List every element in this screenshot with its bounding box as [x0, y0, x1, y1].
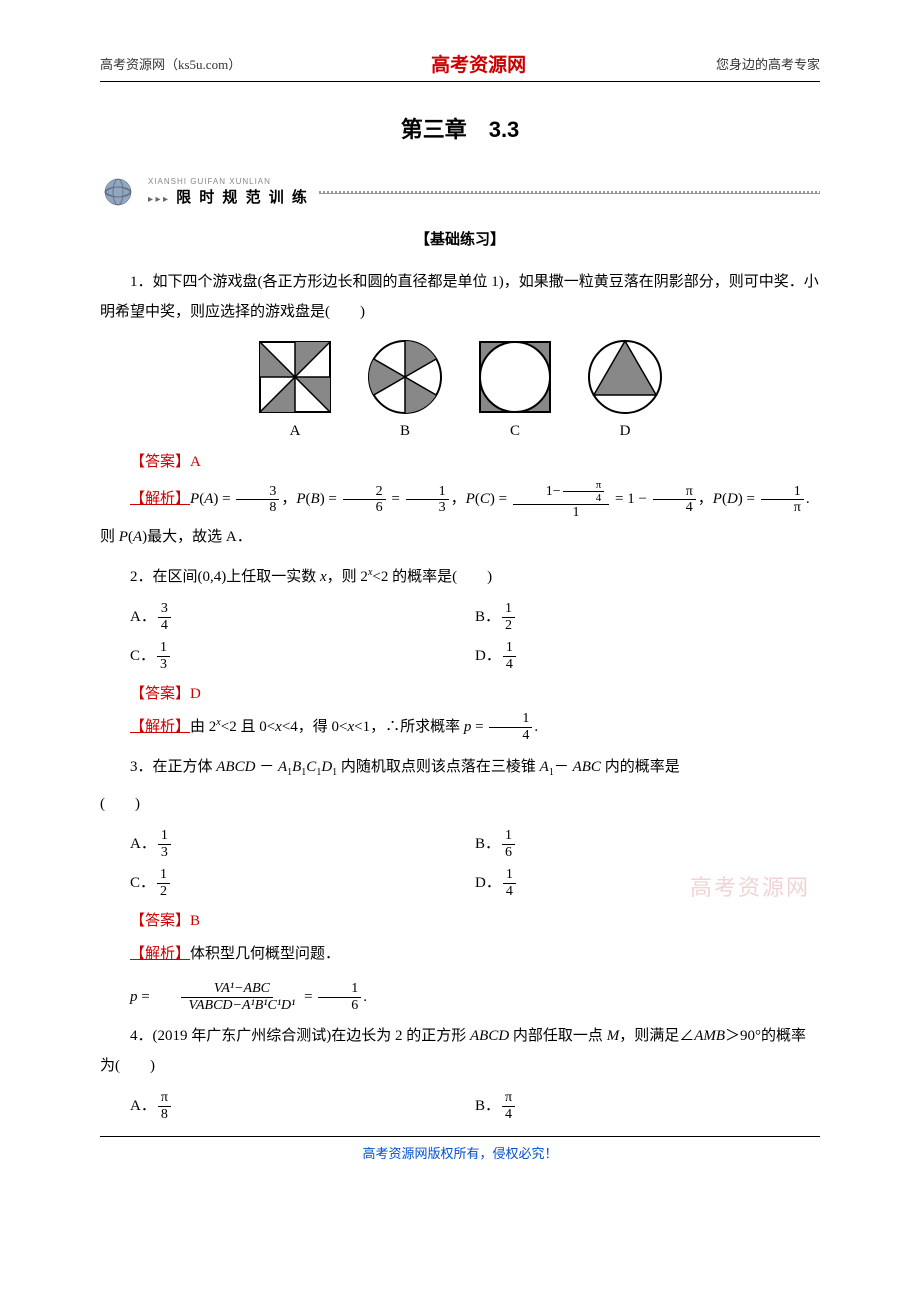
frac-num: 1	[503, 867, 516, 883]
q1-image-b: B	[365, 337, 445, 440]
diagram-c-icon	[475, 337, 555, 417]
q3-option-a: A．13	[130, 825, 475, 864]
opt-label: C．	[130, 637, 155, 676]
frac-num: 1	[158, 828, 171, 844]
opt-label: B．	[475, 825, 500, 864]
q1-label-d: D	[620, 423, 631, 440]
diagram-b-icon	[365, 337, 445, 417]
q3-paren: ( )	[100, 789, 820, 819]
q3-analysis: 【解析】体积型几何概型问题．	[100, 938, 820, 971]
q4-option-a: A．π8	[130, 1087, 475, 1126]
q1-label-b: B	[400, 423, 410, 440]
banner-title: 限 时 规 范 训 练	[176, 189, 309, 206]
opt-label: A．	[130, 598, 156, 637]
analysis-label: 【解析】	[130, 491, 190, 507]
diagram-a-icon	[255, 337, 335, 417]
q3-option-c: C．12	[130, 864, 475, 903]
frac-num: 1	[318, 981, 361, 997]
opt-label: A．	[130, 825, 156, 864]
header-left: 高考资源网（ks5u.com）	[100, 54, 241, 73]
frac-num: 1	[157, 867, 170, 883]
q3-options: A．13 B．16 C．12 D．14	[130, 825, 820, 903]
q4-text: 4．(2019 年广东广州综合测试)在边长为 2 的正方形 ABCD 内部任取一…	[100, 1021, 820, 1081]
q1-images: A B C	[100, 337, 820, 440]
banner-text: XIANSHI GUIFAN XUNLIAN ▸ ▸ ▸ 限 时 规 范 训 练	[148, 177, 309, 207]
analysis-label: 【解析】	[130, 719, 190, 735]
header-center-logo: 高考资源网	[431, 50, 526, 77]
frac-num: 1	[502, 601, 515, 617]
opt-label: D．	[475, 864, 501, 903]
header-right: 您身边的高考专家	[716, 54, 820, 73]
chapter-title: 第三章 3.3	[100, 112, 820, 144]
frac-den: 2	[157, 884, 170, 899]
frac-den: 4	[489, 728, 532, 743]
eq: =	[300, 989, 316, 1005]
q1-analysis: 【解析】P(A) = 38，P(B) = 26 = 13，P(C) = 1−π4…	[100, 479, 820, 554]
subsection-title: 【基础练习】	[100, 228, 820, 249]
banner-title-row: ▸ ▸ ▸ 限 时 规 范 训 练	[148, 186, 309, 207]
q1-text: 1．如下四个游戏盘(各正方形边长和圆的直径都是单位 1)，如果撒一粒黄豆落在阴影…	[100, 267, 820, 327]
q2-answer: 【答案】D	[100, 682, 820, 703]
page-footer: 高考资源网版权所有，侵权必究！	[100, 1136, 820, 1162]
q3-option-b: B．16	[475, 825, 820, 864]
frac-den: 4	[503, 657, 516, 672]
frac-den: 6	[318, 998, 361, 1013]
frac-num: 3	[158, 601, 171, 617]
analysis-body: 体积型几何概型问题．	[190, 946, 340, 962]
q2-analysis: 【解析】由 2x<2 且 0<x<4，得 0<x<1，∴所求概率 p = 14.	[100, 711, 820, 744]
banner-line	[319, 191, 820, 194]
diagram-d-icon	[585, 337, 665, 417]
frac-num: 1	[502, 828, 515, 844]
opt-label: D．	[475, 637, 501, 676]
frac-num: π	[158, 1090, 171, 1106]
q1-label-a: A	[290, 423, 301, 440]
frac-den: 6	[502, 845, 515, 860]
opt-label: B．	[475, 598, 500, 637]
frac-den: 3	[157, 657, 170, 672]
q4-option-b: B．π4	[475, 1087, 820, 1126]
frac-num: π	[502, 1090, 515, 1106]
opt-label: C．	[130, 864, 155, 903]
q2-option-c: C．13	[130, 637, 475, 676]
opt-label: B．	[475, 1087, 500, 1126]
q1-answer: 【答案】A	[100, 450, 820, 471]
frac-den: VABCD−A¹B¹C¹D¹	[155, 998, 298, 1013]
q1-image-d: D	[585, 337, 665, 440]
tail: .	[534, 719, 538, 735]
q2-text: 2．在区间(0,4)上任取一实数 x，则 2x<2 的概率是( )	[100, 562, 820, 592]
banner-pinyin: XIANSHI GUIFAN XUNLIAN	[148, 177, 309, 186]
q1-image-c: C	[475, 337, 555, 440]
analysis-label: 【解析】	[130, 946, 190, 962]
q3-text: 3．在正方体 ABCD － A1B1C1D1 内随机取点则该点落在三棱锥 A1－…	[100, 752, 820, 783]
q4-options: A．π8 B．π4	[130, 1087, 820, 1126]
frac-den: 3	[158, 845, 171, 860]
opt-label: A．	[130, 1087, 156, 1126]
q1-label-c: C	[510, 423, 520, 440]
q2-option-a: A．34	[130, 598, 475, 637]
page-header: 高考资源网（ks5u.com） 高考资源网 您身边的高考专家	[100, 50, 820, 82]
frac-den: 4	[158, 618, 171, 633]
q2-options: A．34 B．12 C．13 D．14	[130, 598, 820, 676]
q2-option-b: B．12	[475, 598, 820, 637]
q2-option-d: D．14	[475, 637, 820, 676]
page-container: 高考资源网（ks5u.com） 高考资源网 您身边的高考专家 第三章 3.3 X…	[0, 0, 920, 1182]
globe-icon	[100, 172, 140, 212]
arrow-icon: ▸ ▸ ▸	[148, 194, 168, 205]
q3-formula: p = VA¹−ABCVABCD−A¹B¹C¹D¹ = 16.	[100, 979, 820, 1015]
frac-den: 2	[502, 618, 515, 633]
q3-answer: 【答案】B	[100, 909, 820, 930]
q3-option-d: D．14	[475, 864, 820, 903]
frac-den: 8	[158, 1107, 171, 1122]
frac-num: 1	[503, 640, 516, 656]
frac-num: 1	[157, 640, 170, 656]
frac-den: 4	[503, 884, 516, 899]
frac-den: 4	[502, 1107, 515, 1122]
q1-image-a: A	[255, 337, 335, 440]
tail: .	[363, 989, 367, 1005]
section-banner: XIANSHI GUIFAN XUNLIAN ▸ ▸ ▸ 限 时 规 范 训 练	[100, 172, 820, 212]
frac-num: VA¹−ABC	[181, 981, 273, 997]
frac-num: 1	[489, 711, 532, 727]
